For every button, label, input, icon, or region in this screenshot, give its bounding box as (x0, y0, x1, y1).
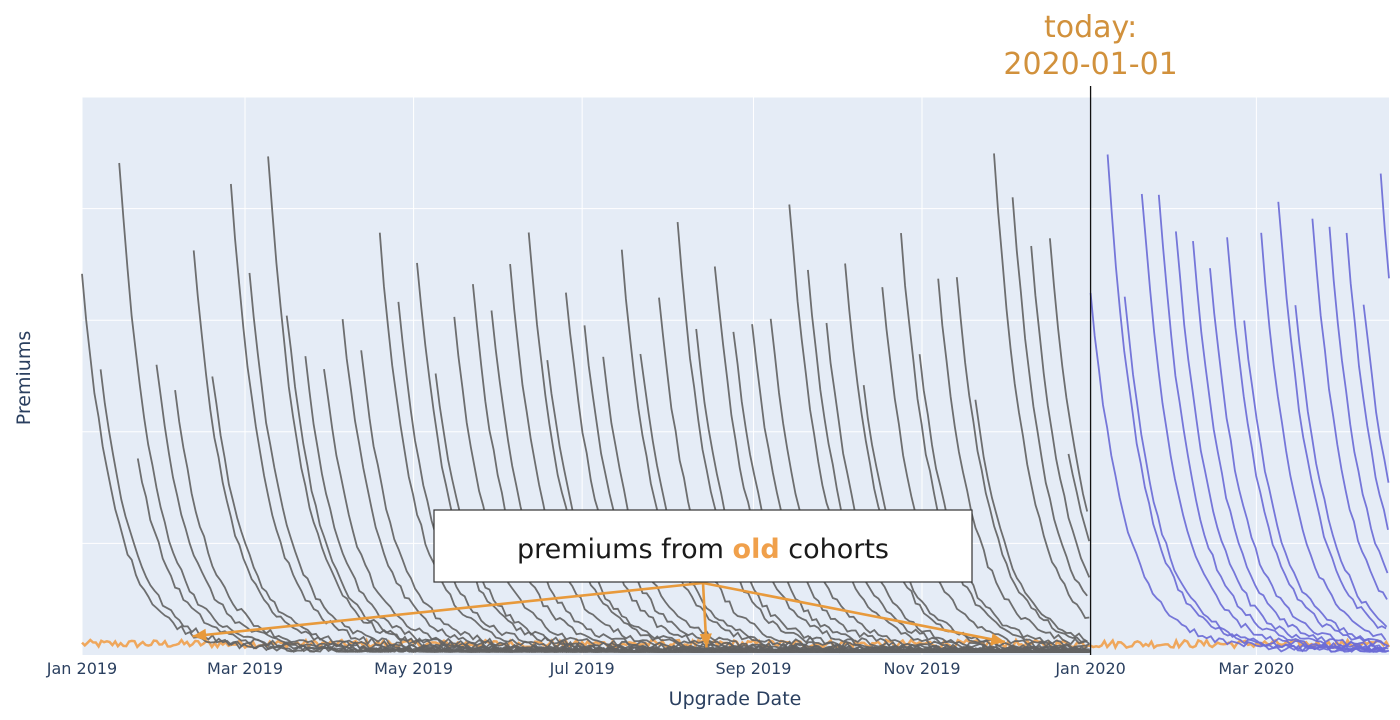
callout-arrows (192, 581, 1006, 648)
cohort-line (974, 399, 1088, 643)
callout-box (433, 509, 973, 583)
x-tick-label: May 2019 (374, 659, 453, 678)
callout-arrowhead (990, 633, 1005, 646)
x-axis-ticks: Jan 2019 Mar 2019 May 2019 Jul 2019 Sep 2019… (46, 659, 1295, 678)
x-tick-label: Jul 2019 (549, 659, 615, 678)
cohort-line (1311, 218, 1388, 600)
cohort-line (1049, 238, 1089, 512)
cohort-line (1260, 232, 1387, 641)
cohort-line (1379, 173, 1390, 279)
cohort-line (1140, 193, 1387, 653)
x-tick-label: Nov 2019 (884, 659, 961, 678)
today-label: today: (1044, 10, 1137, 45)
cohort-line (1328, 226, 1389, 574)
cohort-line (1362, 304, 1390, 483)
cohort-line (1106, 154, 1386, 653)
callout-text-after: cohorts (780, 534, 889, 565)
callout-text-before: premiums from (517, 534, 733, 565)
today-marker: today: 2020-01-01 (1003, 10, 1178, 655)
callout-text-highlight: old (733, 534, 780, 565)
cohort-line (1345, 232, 1389, 530)
today-date-label: 2020-01-01 (1003, 47, 1177, 82)
callout-arrowhead (192, 628, 207, 641)
grid-lines (81, 96, 1389, 655)
callout-text: premiums from old cohorts (517, 534, 889, 565)
cohort-line (937, 278, 1088, 646)
cohort-line (1011, 197, 1088, 597)
cohort-line (1157, 194, 1387, 653)
cohort-line (1209, 268, 1389, 651)
cohort-line (1067, 453, 1091, 542)
x-tick-label: Mar 2020 (1218, 659, 1294, 678)
cohort-line (1175, 231, 1388, 652)
cohort-line (955, 277, 1090, 645)
x-tick-label: Jan 2019 (46, 659, 117, 678)
cohort-line (1030, 245, 1091, 578)
y-axis-title: Premiums (13, 331, 35, 425)
callout-arrow (192, 581, 704, 638)
old-cohorts-callout: premiums from old cohorts (192, 509, 1006, 648)
x-tick-label: Mar 2019 (207, 659, 283, 678)
cohort-line (1192, 241, 1388, 652)
x-tick-label: Jan 2020 (1054, 659, 1125, 678)
callout-arrow (702, 581, 1006, 644)
callout-arrowhead (699, 633, 712, 648)
cohort-line (1277, 201, 1387, 630)
cohort-line (1226, 237, 1390, 648)
cohort-line (900, 233, 1089, 651)
x-axis-title: Upgrade Date (669, 688, 802, 710)
cohort-line (1294, 305, 1388, 628)
cohort-line (993, 153, 1090, 619)
x-tick-label: Sep 2019 (715, 659, 791, 678)
cohort-line (1243, 320, 1386, 647)
